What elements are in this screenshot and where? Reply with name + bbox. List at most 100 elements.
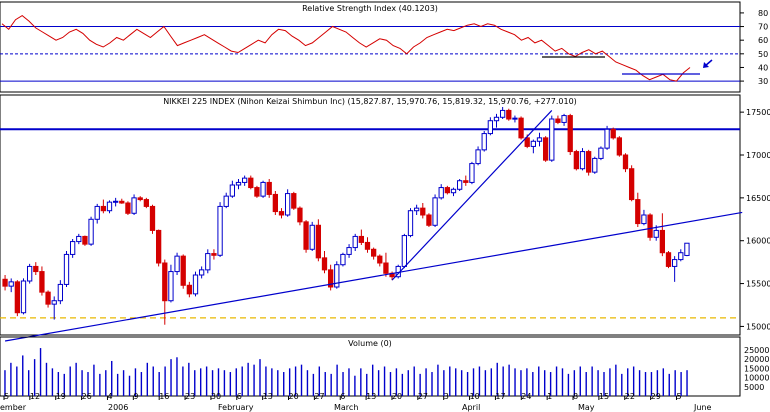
volume-bar [674,370,676,396]
volume-bar [140,372,143,396]
volume-bar [277,370,279,396]
candle-body [254,187,260,197]
candle-body [598,147,604,159]
volume-bar [514,368,516,396]
candle-body [266,181,272,195]
volume-bar [288,368,291,396]
volume-bar [111,360,113,396]
candle-body [493,116,500,122]
volume-bar [680,372,682,396]
volume-bar [194,370,196,396]
candle-body [26,265,33,282]
x-tick-label: 30 [211,392,221,401]
arrow-head-icon [703,62,709,68]
volume-bar [615,364,617,396]
candle-body [297,207,303,223]
candle-body [665,252,672,267]
candle-body [647,214,653,238]
x-tick-label: 27 [314,392,324,401]
candle-body [518,117,524,139]
trendline-0 [4,211,743,342]
price-pane: NIKKEI 225 INDEX (Nihon Keizai Shimbun I… [0,94,770,342]
x-tick-label: 17 [495,392,505,401]
candle-body [327,269,334,288]
volume-bar [585,372,587,396]
x-tick-label: 29 [651,392,661,401]
candle-body [186,284,193,295]
volume-bar [211,370,214,396]
candle-body [370,248,377,257]
candle-body [63,253,70,285]
volume-bar [87,372,89,396]
x-tick-label: 16 [159,392,169,401]
candle-body [278,211,285,216]
volume-bar [235,368,237,396]
volume-bar [27,370,30,396]
candle-body [352,235,358,249]
volume-bar [241,366,243,396]
x-tick-label: 12 [30,392,40,401]
candle-body [82,235,88,245]
volume-bar [294,366,297,396]
volume-bar [69,366,71,396]
volume-bar [627,368,629,396]
month-label: May [578,403,595,412]
candle-body [579,151,586,170]
volume-bar [146,362,149,396]
volume-bar [597,370,599,396]
volume-bar [490,368,493,396]
volume-bar [472,368,475,396]
candle-body [401,235,408,267]
candle-body [413,207,420,212]
volume-bar [223,370,226,396]
volume-bar [371,364,374,396]
volume-bar [508,364,510,396]
x-tick-label: 6 [340,392,345,401]
volume-bar [93,364,95,396]
candle-body [604,128,610,149]
candle-body [555,118,561,123]
volume-bar [188,362,190,396]
candle-body [358,235,365,243]
candle-body [616,137,623,156]
month-label: February [218,403,254,412]
volume-bar [283,372,285,396]
volume-tick-label: 10000 [744,374,769,383]
x-tick-label: 24 [521,392,531,401]
candle-body [659,229,666,254]
candle-body [512,117,518,120]
candle-body [149,205,156,231]
candle-body [377,255,383,264]
candle-body [260,181,266,197]
volume-bar [686,370,688,396]
candle-body [100,205,107,212]
volume-bar [632,366,635,396]
rsi-tick-label: 50 [758,50,768,59]
month-label: April [462,403,480,412]
volume-bar [134,368,137,396]
candle-body [125,202,131,214]
x-tick-label: 15 [599,392,609,401]
candle-body [229,184,236,197]
volume-bar [366,373,368,396]
candle-body [622,154,629,170]
candle-body [69,241,76,255]
volume-bar [437,364,439,396]
candle-body [438,187,444,199]
volume-bar [259,359,261,396]
candle-body [303,221,309,250]
volume-bar [128,375,131,396]
trendline-1 [391,110,553,281]
volume-bar [484,370,487,396]
volume-bar [158,372,160,396]
candle-body [506,109,512,120]
volume-bar [532,372,534,396]
candle-body [463,180,469,183]
volume-bar [182,366,184,396]
volume-bar [449,366,451,396]
volume-bar [164,366,166,396]
x-tick-label: 23 [185,392,195,401]
volume-bar [538,366,540,396]
x-tick-label: 8 [573,392,578,401]
